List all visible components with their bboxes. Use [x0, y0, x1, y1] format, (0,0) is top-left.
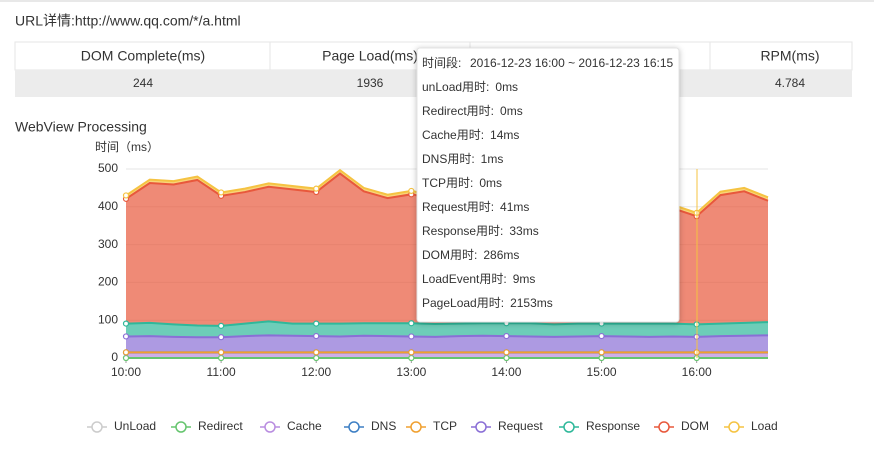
- x-tick-label: 15:00: [587, 365, 617, 379]
- tooltip-label: unLoad用时:: [422, 80, 489, 94]
- point: [122, 333, 130, 340]
- tooltip-value: 0ms: [500, 104, 523, 118]
- point: [598, 354, 605, 362]
- tooltip-value: 0ms: [495, 80, 518, 94]
- legend-label: UnLoad: [114, 419, 156, 433]
- point: [218, 354, 225, 362]
- table-header: Page Load(ms): [322, 48, 418, 64]
- table-header: RPM(ms): [760, 48, 819, 64]
- tooltip-value: 0ms: [479, 176, 502, 190]
- table-cell: 4.784: [775, 76, 805, 90]
- y-tick-label: 400: [98, 199, 118, 213]
- table-cell: 1936: [357, 76, 384, 90]
- tooltip-value: 2016-12-23 16:00 ~ 2016-12-23 16:15: [470, 56, 673, 70]
- tooltip-label: LoadEvent用时:: [422, 272, 507, 286]
- y-axis-label: 时间（ms）: [95, 140, 159, 154]
- legend-label: Response: [586, 419, 640, 433]
- y-tick-label: 0: [111, 350, 118, 364]
- tooltip: 时间段: 2016-12-23 16:00 ~ 2016-12-23 16:15 u…: [416, 47, 680, 323]
- legend-marker: [563, 421, 575, 433]
- line: [125, 320, 769, 327]
- point: [408, 333, 415, 340]
- point: [122, 354, 130, 362]
- point: [122, 320, 130, 327]
- point: [503, 354, 510, 362]
- legend-label: TCP: [433, 419, 457, 433]
- point: [313, 185, 320, 192]
- point: [122, 192, 130, 199]
- point: [122, 349, 130, 356]
- point: [503, 332, 510, 340]
- legend-marker: [175, 421, 187, 433]
- tooltip-label: PageLoad用时:: [422, 296, 504, 310]
- legend-marker: [475, 421, 487, 433]
- area: [126, 335, 768, 353]
- tooltip-label: 时间段:: [422, 55, 461, 70]
- tooltip-value: 14ms: [490, 128, 519, 142]
- tooltip-value: 286ms: [483, 248, 519, 262]
- point: [503, 349, 510, 356]
- y-tick-label: 100: [98, 312, 118, 326]
- legend: UnLoad Redirect Cache DNS TCP Request Response…: [87, 419, 778, 433]
- x-tick-label: 13:00: [396, 365, 426, 379]
- tooltip-label: Cache用时:: [422, 128, 484, 142]
- x-tick-label: 10:00: [111, 365, 141, 379]
- y-tick-label: 200: [98, 275, 118, 289]
- tooltip-label: Request用时:: [422, 200, 494, 214]
- tooltip-label: DOM用时:: [422, 248, 477, 262]
- top-border: [0, 0, 874, 2]
- legend-marker: [658, 421, 670, 433]
- tooltip-value: 41ms: [500, 200, 529, 214]
- legend-label: DNS: [371, 419, 396, 433]
- area: [126, 321, 768, 338]
- table-cell: 244: [133, 76, 153, 90]
- section-title: WebView Processing: [15, 119, 147, 135]
- tooltip-value: 2153ms: [510, 296, 553, 310]
- legend-label: Load: [751, 419, 778, 433]
- tooltip-label: DNS用时:: [422, 152, 475, 166]
- point: [218, 349, 225, 356]
- legend-marker: [410, 421, 422, 433]
- x-tick-label: 14:00: [491, 365, 521, 379]
- legend-label: Request: [498, 419, 543, 433]
- legend-marker: [264, 421, 276, 433]
- y-tick-label: 500: [98, 161, 118, 175]
- y-tick-label: 300: [98, 237, 118, 251]
- point: [598, 349, 605, 356]
- table-header: DOM Complete(ms): [81, 48, 205, 64]
- page-title: URL详情:http://www.qq.com/*/a.html: [15, 13, 241, 29]
- x-tick-label: 12:00: [301, 365, 331, 379]
- point: [218, 189, 225, 196]
- point: [598, 332, 605, 340]
- line: [125, 334, 769, 339]
- legend-label: Redirect: [198, 419, 243, 433]
- legend-marker: [91, 421, 103, 433]
- point: [408, 354, 415, 362]
- legend-label: Cache: [287, 419, 322, 433]
- point: [408, 349, 415, 356]
- point: [218, 322, 225, 329]
- legend-marker: [728, 421, 740, 433]
- tooltip-label: Response用时:: [422, 224, 503, 238]
- point: [408, 187, 415, 195]
- x-tick-label: 11:00: [207, 365, 236, 379]
- point: [218, 334, 225, 341]
- area: [126, 352, 768, 358]
- legend-label: DOM: [681, 419, 709, 433]
- tooltip-label: Redirect用时:: [422, 104, 494, 118]
- tooltip-label: TCP用时:: [422, 176, 473, 190]
- tooltip-value: 33ms: [509, 224, 538, 238]
- x-tick-label: 16:00: [682, 365, 712, 379]
- tooltip-value: 1ms: [481, 152, 504, 166]
- point: [313, 332, 320, 340]
- point: [313, 349, 320, 356]
- point: [313, 354, 320, 362]
- point: [408, 320, 415, 327]
- point: [313, 320, 320, 327]
- tooltip-box: [416, 47, 680, 323]
- tooltip-value: 9ms: [513, 272, 536, 286]
- legend-marker: [348, 421, 360, 433]
